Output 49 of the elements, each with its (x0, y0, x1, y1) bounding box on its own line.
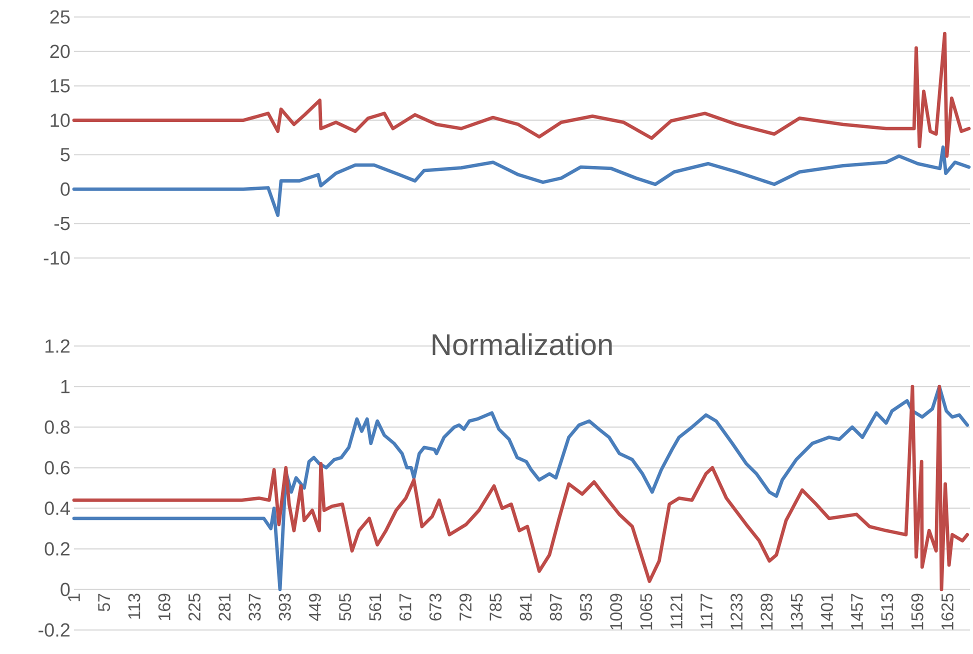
x-tick-label: 449 (308, 594, 321, 621)
x-tick-label: 1233 (730, 594, 743, 630)
x-tick-label: 169 (158, 594, 170, 620)
y-tick-label: 1 (61, 380, 70, 394)
x-tick-label: 1401 (820, 594, 833, 630)
x-tick-label: 1121 (670, 594, 682, 628)
x-tick-label: 729 (460, 594, 472, 620)
y-tick-label: 25 (50, 10, 70, 24)
x-tick-label: 1177 (700, 594, 712, 628)
y-tick-label: 0.4 (44, 502, 70, 516)
x-tick-label: 225 (188, 594, 200, 620)
y-tick-label: 5 (60, 148, 70, 162)
x-tick-label: 1 (68, 594, 80, 602)
x-tick-label: 1009 (610, 594, 622, 630)
x-tick-label: 505 (339, 594, 352, 621)
x-tick-label: 337 (248, 594, 261, 621)
y-tick-label: 15 (50, 79, 70, 92)
y-tick-label: -5 (54, 216, 70, 230)
y-tick-label: -0.2 (38, 623, 70, 637)
y-tick-label: 0.2 (44, 542, 70, 556)
x-tick-label: 1625 (941, 594, 954, 630)
y-tick-label: 20 (50, 44, 70, 58)
x-tick-label: 1513 (881, 594, 894, 630)
x-tick-label: 953 (580, 594, 592, 621)
y-tick-label: 0.8 (44, 420, 70, 434)
line-series (72, 145, 971, 218)
x-tick-label: 617 (399, 594, 412, 620)
line-series (72, 32, 971, 158)
x-tick-label: 393 (278, 594, 291, 621)
y-tick-label: 1.2 (46, 339, 70, 353)
x-tick-label: 1457 (851, 594, 864, 630)
x-tick-label: 57 (98, 594, 110, 612)
y-tick-label: 0 (60, 582, 70, 596)
y-tick-label: 10 (50, 114, 70, 128)
x-tick-label: 1569 (911, 594, 924, 630)
chart-title: Normalization (432, 333, 612, 356)
y-tick-label: 0.6 (44, 460, 70, 474)
x-tick-label: 1065 (640, 594, 652, 630)
x-tick-label: 1345 (790, 594, 803, 630)
x-tick-label: 897 (550, 594, 562, 621)
x-tick-label: 785 (490, 594, 502, 620)
x-tick-label: 113 (128, 594, 140, 619)
x-tick-label: 841 (520, 594, 532, 621)
x-tick-label: 673 (429, 594, 442, 620)
x-tick-label: 561 (369, 594, 382, 621)
y-tick-label: 0 (60, 182, 70, 196)
x-tick-label: 281 (218, 594, 231, 620)
y-tick-label: -10 (44, 251, 70, 265)
x-tick-label: 1289 (760, 594, 773, 630)
